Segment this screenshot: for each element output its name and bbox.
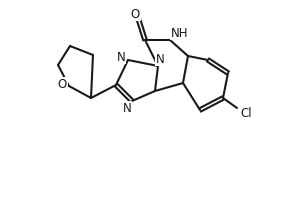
Text: O: O <box>130 8 140 21</box>
Text: N: N <box>117 50 125 64</box>
Text: NH: NH <box>171 27 189 39</box>
Text: Cl: Cl <box>240 107 252 120</box>
Text: N: N <box>156 52 164 66</box>
Text: N: N <box>123 102 131 114</box>
Text: O: O <box>57 77 67 90</box>
